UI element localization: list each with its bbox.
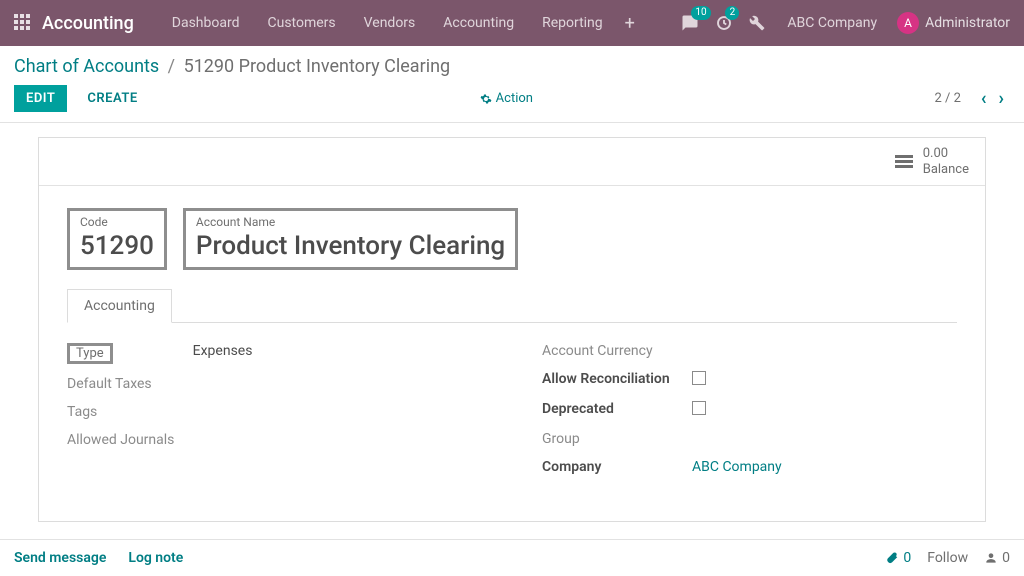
tabs: Accounting <box>67 288 957 323</box>
followers-count: 0 <box>1002 550 1010 566</box>
type-value: Expenses <box>193 343 482 364</box>
default-taxes-value <box>217 376 482 392</box>
create-button[interactable]: CREATE <box>75 85 149 112</box>
allowed-journals-value <box>217 432 482 448</box>
form-sheet: 0.00 Balance Code 51290 Account Name Pro… <box>38 137 986 522</box>
balance-value: 0.00 <box>923 146 969 162</box>
apps-icon[interactable] <box>14 14 32 32</box>
tags-label: Tags <box>67 404 217 420</box>
form-col-right: Account Currency Allow Reconciliation De… <box>542 337 957 481</box>
name-box: Account Name Product Inventory Clearing <box>183 208 518 270</box>
action-label: Action <box>496 91 533 106</box>
activities-badge: 2 <box>725 6 739 20</box>
activities-icon[interactable]: 2 <box>707 0 741 46</box>
pager: 2 / 2 ‹ › <box>934 88 1010 109</box>
allow-reconciliation-checkbox[interactable] <box>692 371 706 385</box>
control-bar: EDIT CREATE Action 2 / 2 ‹ › <box>0 79 1024 123</box>
breadcrumb: Chart of Accounts / 51290 Product Invent… <box>0 46 1024 79</box>
topbar: Accounting Dashboard Customers Vendors A… <box>0 0 1024 46</box>
tags-value <box>217 404 482 420</box>
code-value: 51290 <box>80 231 154 261</box>
form-col-left: Type Expenses Default Taxes Tags Allowed… <box>67 337 482 481</box>
name-value: Product Inventory Clearing <box>196 231 505 261</box>
allow-reconciliation-label: Allow Reconciliation <box>542 371 692 389</box>
attachments-count: 0 <box>903 550 911 566</box>
messages-icon[interactable]: 10 <box>673 0 707 46</box>
code-box: Code 51290 <box>67 208 167 270</box>
pager-prev[interactable]: ‹ <box>975 88 993 109</box>
code-label: Code <box>80 215 154 229</box>
allowed-journals-label: Allowed Journals <box>67 432 217 448</box>
settings-icon[interactable] <box>741 0 773 46</box>
company-switcher[interactable]: ABC Company <box>773 15 891 31</box>
user-name: Administrator <box>925 15 1010 31</box>
group-label: Group <box>542 431 692 447</box>
company-label: Company <box>542 459 692 475</box>
group-value <box>692 431 957 447</box>
nav-customers[interactable]: Customers <box>254 0 350 46</box>
log-note-button[interactable]: Log note <box>128 550 183 566</box>
company-value[interactable]: ABC Company <box>692 459 957 475</box>
balance-stat[interactable]: 0.00 Balance <box>895 146 969 177</box>
breadcrumb-parent[interactable]: Chart of Accounts <box>14 56 159 77</box>
type-label: Type <box>67 343 113 364</box>
edit-button[interactable]: EDIT <box>14 85 67 112</box>
follow-label: Follow <box>927 550 968 566</box>
pager-next[interactable]: › <box>993 88 1010 109</box>
balance-label: Balance <box>923 162 969 178</box>
follow-button[interactable]: Follow <box>927 550 968 566</box>
nav-dashboard[interactable]: Dashboard <box>158 0 254 46</box>
breadcrumb-sep: / <box>168 56 175 77</box>
user-menu[interactable]: A Administrator <box>891 12 1024 34</box>
account-currency-label: Account Currency <box>542 343 692 359</box>
deprecated-label: Deprecated <box>542 401 692 419</box>
new-icon[interactable]: + <box>617 0 643 46</box>
account-currency-value <box>692 343 957 359</box>
breadcrumb-current: 51290 Product Inventory Clearing <box>184 56 451 77</box>
action-dropdown[interactable]: Action <box>480 91 533 106</box>
attachments-button[interactable]: 0 <box>885 550 911 566</box>
tab-accounting[interactable]: Accounting <box>67 289 172 323</box>
nav-accounting[interactable]: Accounting <box>429 0 528 46</box>
name-label: Account Name <box>196 215 505 229</box>
chatter: Send message Log note 0 Follow 0 <box>0 539 1024 576</box>
followers-button[interactable]: 0 <box>984 550 1010 566</box>
deprecated-checkbox[interactable] <box>692 401 706 415</box>
nav-vendors[interactable]: Vendors <box>350 0 430 46</box>
app-brand[interactable]: Accounting <box>42 13 134 34</box>
pager-count: 2 / 2 <box>934 91 960 106</box>
nav-reporting[interactable]: Reporting <box>528 0 617 46</box>
user-avatar: A <box>897 12 919 34</box>
send-message-button[interactable]: Send message <box>14 550 106 566</box>
default-taxes-label: Default Taxes <box>67 376 217 392</box>
ledger-icon <box>895 153 913 170</box>
